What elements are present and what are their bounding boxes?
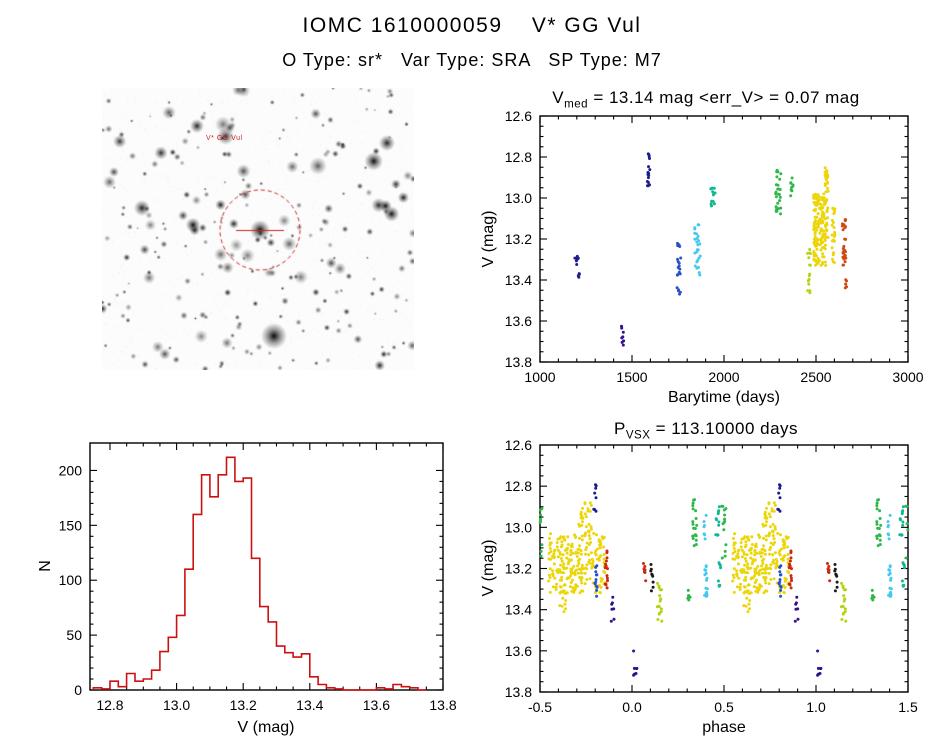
finder-target-label: V* GG Vul	[206, 135, 243, 142]
x-tick-label: 13.2	[230, 697, 257, 713]
y-tick-label: 0	[74, 682, 82, 698]
histogram-ylabel: N	[37, 560, 54, 572]
y-tick-label: 13.0	[505, 519, 532, 535]
phase-points	[538, 483, 910, 677]
lightcurve-title: Vmed = 13.14 mag <err_V> = 0.07 mag	[504, 88, 908, 110]
y-tick-label: 13.2	[505, 231, 532, 247]
y-tick-label: 13.8	[505, 354, 532, 370]
x-tick-label: -0.5	[528, 699, 552, 715]
phase-title-rest: = 113.10000 days	[650, 419, 799, 438]
finder-chart-image	[102, 88, 414, 370]
y-tick-label: 100	[59, 572, 83, 588]
x-tick-label: 13.0	[163, 697, 190, 713]
y-tick-label: 150	[59, 517, 83, 533]
y-tick-label: 12.8	[505, 149, 532, 165]
phase-title-base: P	[613, 419, 626, 438]
y-tick-label: 200	[59, 462, 83, 478]
x-tick-label: 0.0	[622, 699, 642, 715]
y-tick-label: 13.6	[505, 643, 532, 659]
x-tick-label: 12.8	[96, 697, 123, 713]
y-tick-label: 12.6	[505, 437, 532, 453]
x-tick-label: 1.5	[898, 699, 918, 715]
x-tick-label: 2500	[800, 369, 831, 385]
phase-ylabel: V (mag)	[480, 539, 497, 597]
lightcurve-title-subscript: med	[564, 98, 589, 111]
x-tick-label: 13.4	[296, 697, 323, 713]
object-type-line: O Type: sr* Var Type: SRA SP Type: M7	[282, 50, 662, 70]
y-tick-label: 13.4	[505, 602, 532, 618]
phase-plot-title: PVSX = 113.10000 days	[504, 419, 908, 441]
lightcurve-title-rest: = 13.14 mag <err_V> = 0.07 mag	[588, 88, 860, 107]
phase-plot: -0.5 0.0 0.5 1.0 1.5 12.6 12.8 13.0 13.2 13.4 13.6…	[505, 437, 918, 715]
page-title: IOMC 1610000059 V* GG Vul	[302, 14, 642, 37]
y-tick-label: 13.4	[505, 272, 532, 288]
x-tick-label: 1500	[616, 369, 647, 385]
x-tick-label: 1.0	[806, 699, 826, 715]
phase-xlabel: phase	[702, 719, 746, 736]
y-tick-label: 13.0	[505, 190, 532, 206]
y-tick-label: 13.2	[505, 561, 532, 577]
x-tick-label: 3000	[892, 369, 923, 385]
x-tick-label: 13.8	[429, 697, 456, 713]
lightcurve-plot: 1000 1500 2000 2500 3000 12.6 12.8 13.0 13.2 13.4…	[505, 108, 924, 385]
x-tick-label: 0.5	[714, 699, 734, 715]
histogram-xlabel: V (mag)	[237, 719, 295, 736]
y-tick-label: 13.6	[505, 313, 532, 329]
x-tick-label: 1000	[524, 369, 555, 385]
phase-title-subscript: VSX	[625, 429, 651, 442]
y-tick-label: 50	[66, 627, 82, 643]
y-tick-label: 12.6	[505, 108, 532, 124]
histogram-outline	[92, 456, 427, 691]
lightcurve-ylabel: V (mag)	[480, 210, 497, 268]
x-tick-label: 2000	[708, 369, 739, 385]
lightcurve-xlabel: Barytime (days)	[667, 389, 781, 406]
y-tick-label: 13.8	[505, 684, 532, 700]
lightcurve-title-base: V	[552, 88, 565, 107]
x-tick-label: 13.6	[363, 697, 390, 713]
lightcurve-points	[573, 152, 848, 347]
y-tick-label: 12.8	[505, 478, 532, 494]
histogram-plot: 12.8 13.0 13.2 13.4 13.6 13.8 0 50 100 150 200	[59, 442, 457, 713]
